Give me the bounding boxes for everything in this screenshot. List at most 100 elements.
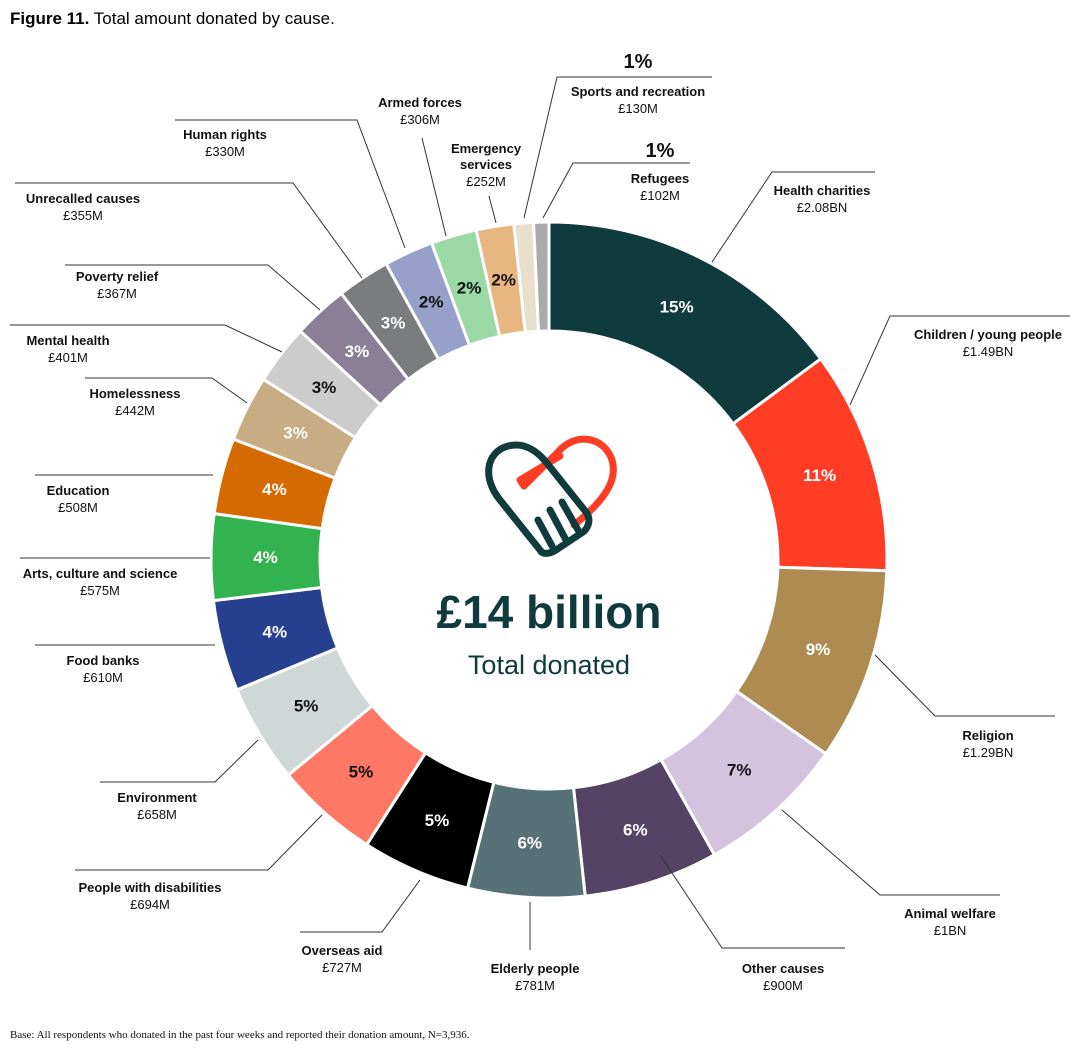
slice-name: Other causes: [742, 961, 824, 976]
leader-line: [175, 119, 406, 249]
slice-label: Refugees £102M 1%: [631, 140, 690, 203]
slice-amount: £727M: [322, 960, 362, 975]
slice-label: Arts, culture and science £575M: [23, 566, 178, 598]
slice-name-line: services: [460, 157, 512, 172]
slice-amount: £2.08BN: [797, 200, 848, 215]
slice-name: Mental health: [26, 333, 109, 348]
slice-amount: £130M: [618, 101, 658, 116]
slice-name: Education: [47, 483, 110, 498]
slice-amount: £367M: [97, 286, 137, 301]
slice-pct-label: 7%: [727, 761, 752, 780]
slice-label: Human rights £330M: [183, 127, 267, 159]
slice-name: Arts, culture and science: [23, 566, 178, 581]
slice-name: Environment: [117, 790, 197, 805]
slice-pct-label: 9%: [806, 640, 831, 659]
slice-pct-label: 2%: [457, 279, 482, 298]
slice-label: Homelessness £442M: [89, 386, 180, 418]
leader-line: [65, 264, 321, 311]
slice-pct-label: 15%: [660, 297, 694, 316]
slice-pct-label: 3%: [345, 342, 370, 361]
leader-line: [15, 182, 363, 279]
leader-line: [488, 195, 497, 224]
center-total-label: Total donated: [468, 650, 630, 680]
slice-name-line: Emergency: [451, 141, 522, 156]
slice-amount: £442M: [115, 403, 155, 418]
leader-line: [100, 739, 259, 783]
slice-pct-label: 5%: [349, 763, 374, 782]
slice-label: Children / young people £1.49BN: [914, 327, 1062, 359]
leader-line: [711, 171, 875, 263]
leader-line: [659, 854, 845, 949]
slice-pct-label: 3%: [283, 423, 308, 442]
slice-pct-label: 6%: [623, 821, 648, 840]
leader-line: [300, 879, 421, 933]
slice-pct-label: 4%: [263, 623, 288, 642]
slice-pct-label: 3%: [381, 314, 406, 333]
slice-label: Other causes £900M: [742, 961, 824, 993]
slice-label: People with disabilities £694M: [78, 880, 221, 912]
slice-pct-label: 2%: [419, 293, 444, 312]
leader-line: [523, 76, 712, 219]
slice-pct-label: 5%: [425, 811, 450, 830]
slice-amount: £508M: [58, 500, 98, 515]
slice-pct-outer: 1%: [646, 140, 675, 162]
slice-label: Unrecalled causes £355M: [26, 191, 140, 223]
slice-amount: £306M: [400, 112, 440, 127]
slice-amount: £330M: [205, 144, 245, 159]
slice-name: Armed forces: [378, 95, 462, 110]
leader-line: [849, 315, 1070, 406]
slice-pct-label: 6%: [517, 833, 542, 852]
slice-amount: £355M: [63, 208, 103, 223]
slice-pct-label: 2%: [491, 271, 516, 290]
slice-pct-label: 11%: [803, 466, 836, 485]
slice-name: Elderly people: [491, 961, 580, 976]
slice-label: Sports and recreation £130M 1%: [571, 51, 705, 116]
leader-line: [75, 814, 323, 871]
slice-label: Emergency servicesEmergencyservices£252M: [451, 141, 522, 189]
slice-amount: £694M: [130, 897, 170, 912]
heart-handshake-icon: [485, 435, 617, 557]
slice-refugees: [531, 220, 551, 333]
slice-amount: £1.29BN: [963, 745, 1014, 760]
slice-label: Education £508M: [47, 483, 110, 515]
leader-line: [542, 162, 690, 219]
slice-amount: £102M: [640, 188, 680, 203]
slice-amount: £610M: [83, 670, 123, 685]
slice-name: Unrecalled causes: [26, 191, 140, 206]
slice-label: Food banks £610M: [67, 653, 140, 685]
slice-amount: £252M: [466, 174, 506, 189]
leader-line: [874, 654, 1055, 717]
slice-name: Religion: [962, 728, 1013, 743]
slice-pct-label: 4%: [253, 548, 278, 567]
figure-label: Figure 11.: [10, 9, 90, 28]
center-total-value: £14 billion: [437, 586, 662, 638]
slice-label: Armed forces £306M: [378, 95, 462, 127]
leader-line: [781, 809, 1000, 896]
slice-pct-outer: 1%: [624, 51, 653, 73]
slice-name: Overseas aid: [302, 943, 383, 958]
slice-name: Health charities: [774, 183, 871, 198]
slice-amount: £1.49BN: [963, 344, 1014, 359]
slice-name: Animal welfare: [904, 906, 996, 921]
slice-name: Sports and recreation: [571, 84, 705, 99]
slice-amount: £575M: [80, 583, 120, 598]
slice-name: Children / young people: [914, 327, 1062, 342]
slice-label: Mental health £401M: [26, 333, 109, 365]
slice-name: Food banks: [67, 653, 140, 668]
slice-name: Refugees: [631, 171, 690, 186]
figure-title: Figure 11. Total amount donated by cause…: [10, 9, 335, 29]
slice-name: Homelessness: [89, 386, 180, 401]
slice-label: Animal welfare £1BN: [904, 906, 996, 938]
slice-pct-label: 4%: [262, 480, 287, 499]
figure-caption: Total amount donated by cause.: [93, 9, 335, 28]
slice-name: Poverty relief: [76, 269, 159, 284]
slice-label: Elderly people £781M: [491, 961, 580, 993]
slice-amount: £1BN: [934, 923, 967, 938]
slice-amount: £658M: [137, 807, 177, 822]
slice-amount: £900M: [763, 978, 803, 993]
leader-line: [10, 324, 283, 353]
leader-line: [85, 377, 248, 404]
slice-label: Religion £1.29BN: [962, 728, 1013, 760]
slice-name: People with disabilities: [78, 880, 221, 895]
